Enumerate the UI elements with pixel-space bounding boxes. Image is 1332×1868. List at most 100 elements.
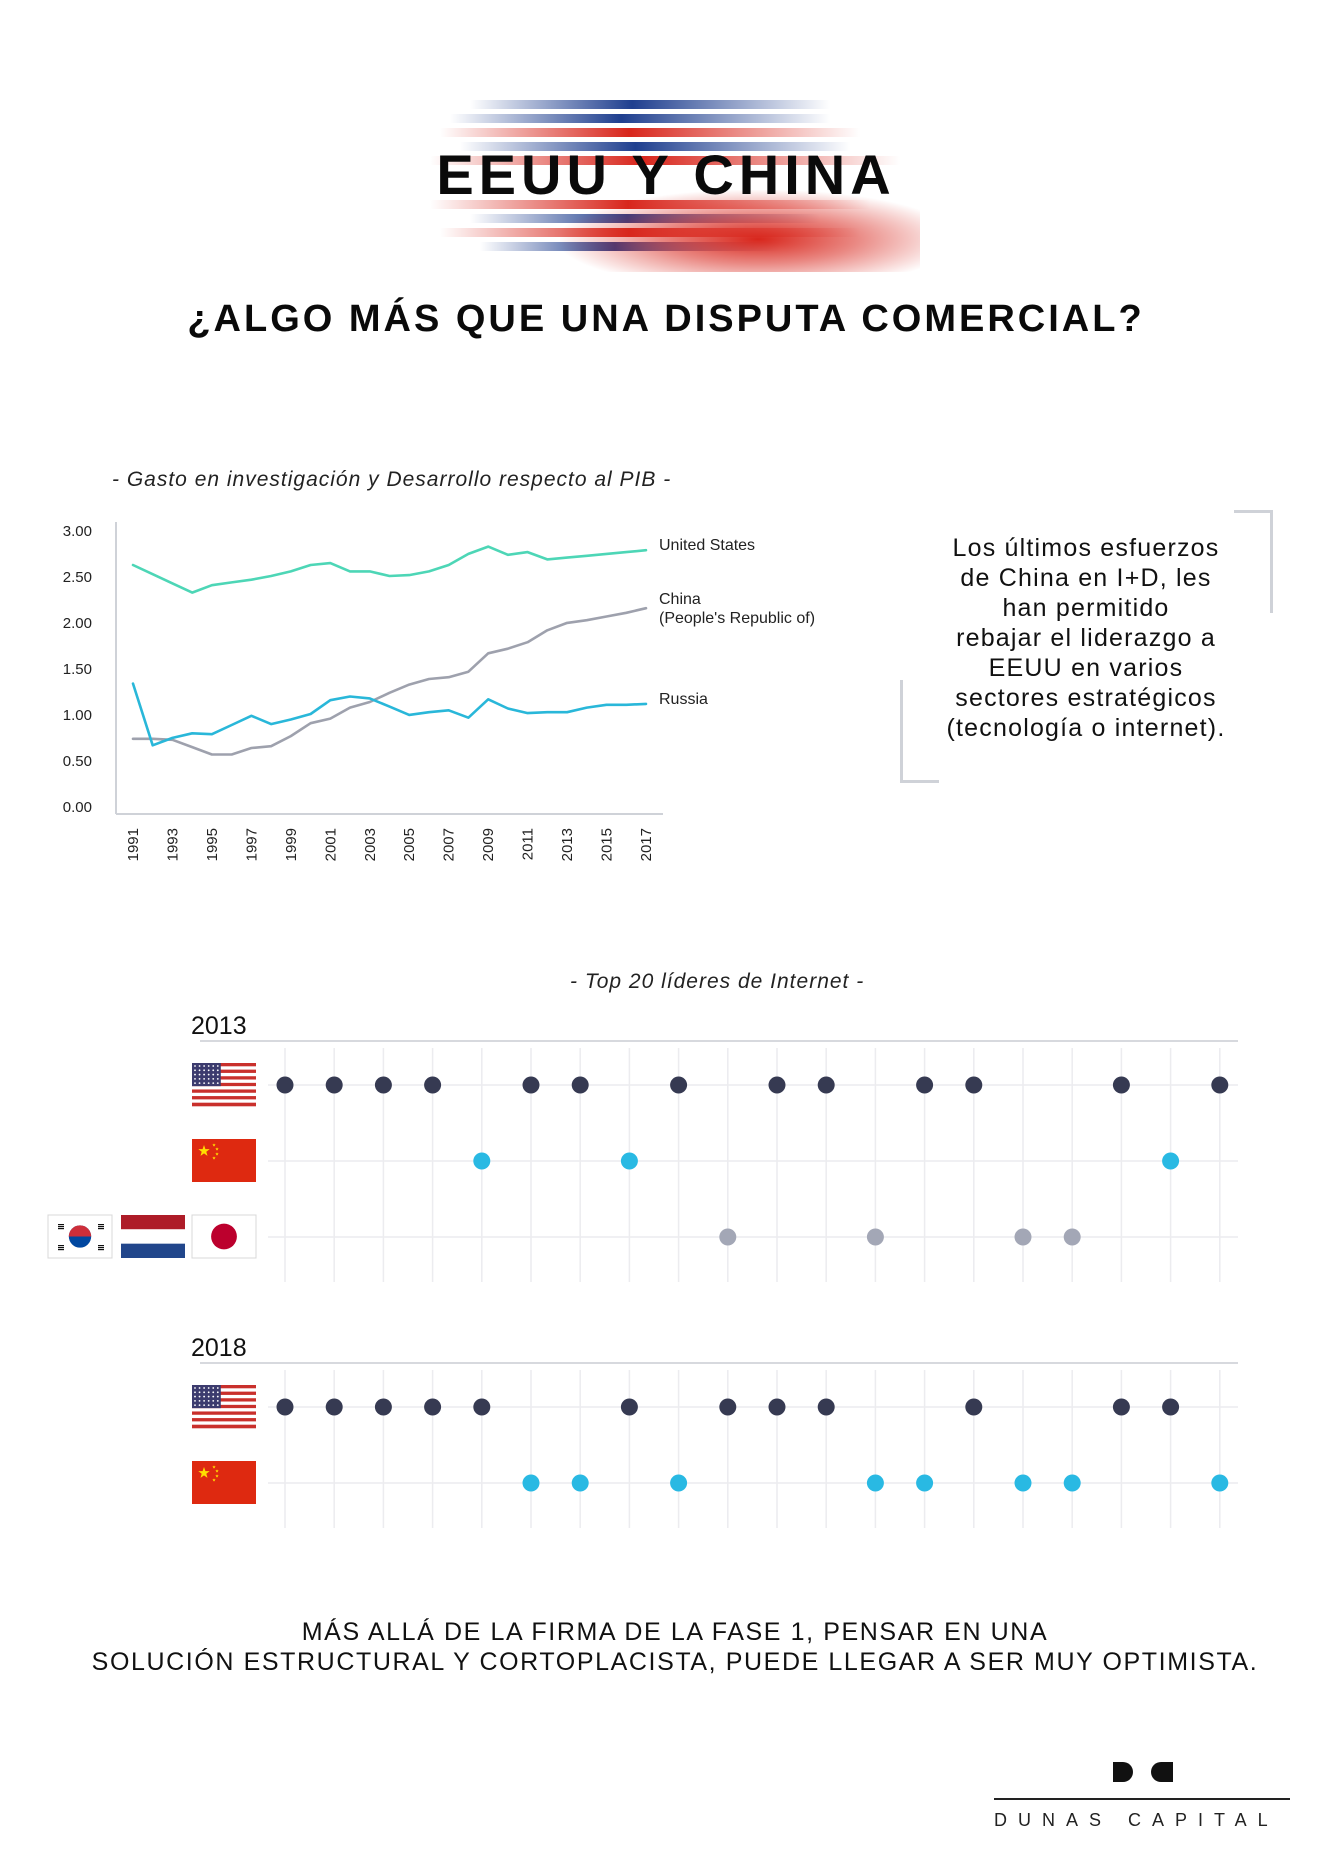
kr-flag-icon	[47, 1214, 113, 1259]
side-text-line: (tecnología o internet).	[946, 714, 1226, 742]
side-text: Los últimos esfuerzos de China en I+D, l…	[916, 533, 1256, 743]
x-tick-label: 1999	[283, 828, 300, 861]
cn-flag-icon	[192, 1461, 256, 1504]
banner-red-glow	[560, 190, 920, 272]
rank-dot	[866, 1228, 884, 1246]
banner-stripe	[450, 114, 830, 123]
rd-chart-caption: - Gasto en investigación y Desarrollo re…	[112, 468, 672, 491]
conclusion-line-2: SOLUCIÓN ESTRUCTURAL Y CORTOPLACISTA, PU…	[91, 1648, 1259, 1676]
rank-dot	[768, 1398, 786, 1416]
us-flag-icon	[192, 1063, 256, 1107]
rank-dot	[522, 1474, 540, 1492]
logo-divider	[994, 1798, 1290, 1800]
series-label: United States	[659, 537, 755, 554]
panel-year-2018: 2018	[191, 1334, 247, 1362]
rank-dot	[965, 1398, 983, 1416]
rank-dot	[1063, 1474, 1081, 1492]
bracket-top-right	[1234, 510, 1273, 613]
header-banner	[430, 90, 930, 276]
nl-flag-icon	[121, 1215, 185, 1258]
side-text-line: sectores estratégicos	[955, 684, 1217, 712]
rank-dot	[719, 1398, 737, 1416]
rank-dot	[719, 1228, 737, 1246]
conclusion-text: MÁS ALLÁ DE LA FIRMA DE LA FASE 1, PENSA…	[0, 1617, 1332, 1677]
y-tick-label: 2.00	[63, 615, 92, 632]
x-tick-label: 2007	[441, 828, 458, 861]
rank-dot	[522, 1076, 540, 1094]
rank-dot	[325, 1398, 343, 1416]
rank-dot	[473, 1398, 491, 1416]
rank-dot	[1162, 1152, 1180, 1170]
banner-stripe	[470, 100, 830, 109]
rank-dot	[473, 1152, 491, 1170]
us-flag-icon	[192, 1385, 256, 1429]
x-tick-label: 2015	[599, 828, 616, 861]
conclusion-line-1: MÁS ALLÁ DE LA FIRMA DE LA FASE 1, PENSA…	[301, 1618, 1049, 1646]
banner-stripe	[460, 142, 850, 151]
x-tick-label: 2003	[362, 828, 379, 861]
rd-line-chart: 3.00 2.50 2.00 1.50 1.00 0.50 0.00 1991 1993 1995…	[63, 522, 815, 861]
side-text-line: han permitido	[1002, 594, 1170, 622]
y-tick-label: 0.00	[63, 799, 92, 816]
x-tick-label: 2011	[520, 828, 537, 860]
cn-flag-icon	[192, 1139, 256, 1182]
rank-dot	[965, 1076, 983, 1094]
internet-chart-caption: - Top 20 líderes de Internet -	[570, 970, 865, 993]
panel-year-2013: 2013	[191, 1012, 247, 1040]
x-tick-label: 1991	[125, 828, 142, 861]
rank-dot	[916, 1076, 934, 1094]
rank-dot	[1211, 1076, 1229, 1094]
bracket-bottom-left	[900, 680, 939, 783]
rank-dot	[374, 1076, 392, 1094]
banner-stripe	[430, 156, 900, 165]
internet-dot-plot-2018	[192, 1362, 1238, 1528]
side-text-line: Los últimos esfuerzos	[952, 534, 1220, 562]
rank-dot	[1014, 1474, 1032, 1492]
side-text-line: de China en I+D, les	[960, 564, 1212, 592]
rank-dot	[276, 1076, 294, 1094]
series-label: (People's Republic of)	[659, 610, 815, 627]
rank-dot	[1063, 1228, 1081, 1246]
rank-dot	[916, 1474, 934, 1492]
rank-dot	[1112, 1398, 1130, 1416]
rank-dot	[620, 1152, 638, 1170]
series-line-china	[131, 606, 648, 756]
rank-dot	[670, 1076, 688, 1094]
series-line-united-states	[131, 545, 648, 594]
rank-dot	[325, 1076, 343, 1094]
series-label: Russia	[659, 691, 708, 708]
rank-dot	[817, 1076, 835, 1094]
rank-dot	[1162, 1398, 1180, 1416]
logo-text: DUNAS CAPITAL	[994, 1810, 1279, 1830]
rank-dot	[571, 1474, 589, 1492]
y-tick-label: 1.00	[63, 707, 92, 724]
x-tick-label: 1995	[204, 828, 221, 861]
banner-stripe	[440, 128, 860, 137]
dunas-capital-logo-mark	[1113, 1762, 1173, 1782]
internet-dot-plot-2013	[47, 1040, 1238, 1282]
x-tick-label: 2017	[638, 828, 655, 861]
side-text-line: rebajar el liderazgo a	[956, 624, 1216, 652]
rank-dot	[374, 1398, 392, 1416]
rank-dot	[670, 1474, 688, 1492]
side-text-line: EEUU en varios	[988, 654, 1184, 682]
x-tick-label: 1993	[164, 828, 181, 861]
x-tick-label: 1997	[243, 828, 260, 861]
rank-dot	[424, 1398, 442, 1416]
rank-dot	[768, 1076, 786, 1094]
rank-dot	[817, 1398, 835, 1416]
rank-dot	[424, 1076, 442, 1094]
rank-dot	[1014, 1228, 1032, 1246]
page-subtitle: ¿ALGO MÁS QUE UNA DISPUTA COMERCIAL?	[187, 298, 1145, 340]
page-title: EEUU Y CHINA	[436, 143, 896, 206]
rank-dot	[1112, 1076, 1130, 1094]
series-label: China	[659, 591, 701, 608]
series-line-russia	[131, 682, 648, 747]
y-tick-label: 3.00	[63, 523, 92, 540]
rank-dot	[571, 1076, 589, 1094]
rank-dot	[1211, 1474, 1229, 1492]
x-tick-label: 2013	[559, 828, 576, 861]
x-tick-label: 2005	[401, 828, 418, 861]
y-tick-label: 1.50	[63, 661, 92, 678]
rank-dot	[866, 1474, 884, 1492]
